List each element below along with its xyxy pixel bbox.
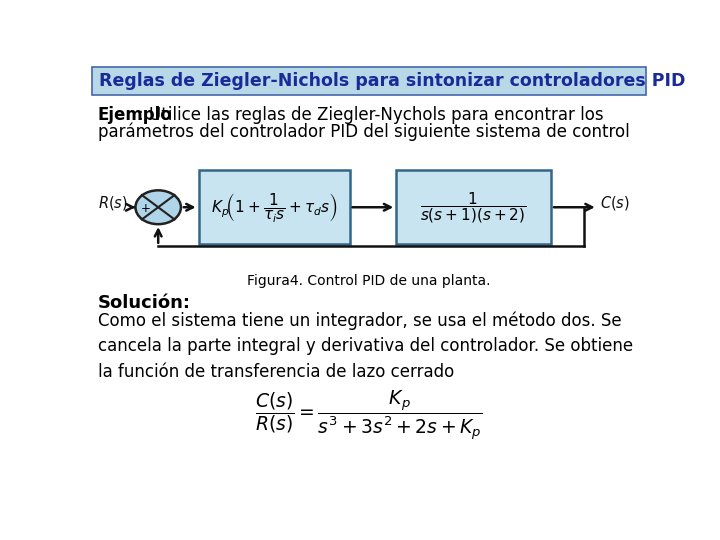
FancyBboxPatch shape — [396, 170, 551, 244]
Text: : Utilice las reglas de Ziegler-Nychols para encontrar los: : Utilice las reglas de Ziegler-Nychols … — [138, 106, 603, 124]
Text: $\dfrac{C(s)}{R(s)}=\dfrac{K_p}{s^3+3s^2+2s+K_p}$: $\dfrac{C(s)}{R(s)}=\dfrac{K_p}{s^3+3s^2… — [255, 388, 483, 442]
Text: $K_p\!\left(1+\dfrac{1}{\tau_i s}+\tau_d s\right)$: $K_p\!\left(1+\dfrac{1}{\tau_i s}+\tau_d… — [211, 191, 338, 224]
Text: +: + — [140, 202, 150, 215]
Circle shape — [135, 190, 181, 224]
FancyBboxPatch shape — [92, 67, 646, 95]
Text: Solución:: Solución: — [98, 294, 191, 312]
Text: Figura4. Control PID de una planta.: Figura4. Control PID de una planta. — [247, 274, 491, 288]
Text: $\dfrac{1}{s(s+1)(s+2)}$: $\dfrac{1}{s(s+1)(s+2)}$ — [420, 190, 527, 225]
Text: Reglas de Ziegler-Nichols para sintonizar controladores PID: Reglas de Ziegler-Nichols para sintoniza… — [99, 72, 685, 90]
Text: $R(s)$: $R(s)$ — [98, 194, 127, 212]
Text: $C(s)$: $C(s)$ — [600, 194, 630, 212]
Text: Ejemplo: Ejemplo — [98, 106, 173, 124]
Text: parámetros del controlador PID del siguiente sistema de control: parámetros del controlador PID del sigui… — [98, 123, 629, 141]
Text: Como el sistema tiene un integrador, se usa el método dos. Se
cancela la parte i: Como el sistema tiene un integrador, se … — [98, 311, 633, 381]
FancyBboxPatch shape — [199, 170, 350, 244]
